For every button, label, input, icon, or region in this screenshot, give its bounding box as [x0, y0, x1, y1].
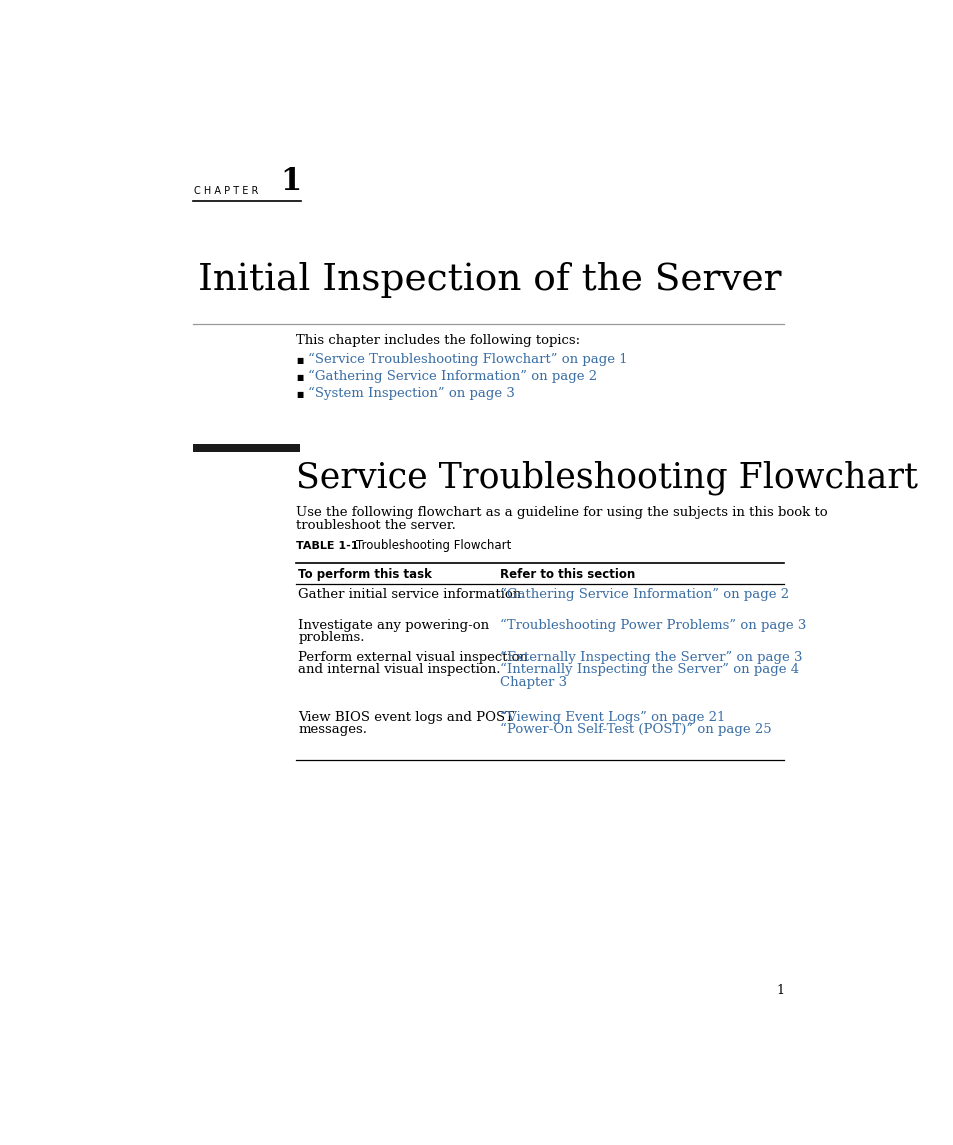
Text: Refer to this section: Refer to this section [499, 568, 635, 581]
Text: “System Inspection” on page 3: “System Inspection” on page 3 [308, 387, 515, 400]
Text: 1: 1 [776, 984, 783, 996]
Text: troubleshoot the server.: troubleshoot the server. [295, 519, 456, 531]
Text: View BIOS event logs and POST: View BIOS event logs and POST [298, 711, 514, 724]
Text: This chapter includes the following topics:: This chapter includes the following topi… [295, 333, 579, 347]
Text: Service Troubleshooting Flowchart: Service Troubleshooting Flowchart [295, 460, 917, 496]
Text: “Service Troubleshooting Flowchart” on page 1: “Service Troubleshooting Flowchart” on p… [308, 353, 627, 366]
Text: TABLE 1-1: TABLE 1-1 [295, 542, 358, 552]
Text: Troubleshooting Flowchart: Troubleshooting Flowchart [355, 539, 511, 552]
Text: and internal visual inspection.: and internal visual inspection. [298, 663, 500, 677]
Text: ■: ■ [295, 390, 303, 398]
Text: “Internally Inspecting the Server” on page 4: “Internally Inspecting the Server” on pa… [499, 663, 798, 677]
Text: Investigate any powering-on: Investigate any powering-on [298, 618, 489, 632]
Text: problems.: problems. [298, 631, 364, 643]
Text: Perform external visual inspection: Perform external visual inspection [298, 652, 528, 664]
Text: “Externally Inspecting the Server” on page 3: “Externally Inspecting the Server” on pa… [499, 650, 801, 664]
Text: Initial Inspection of the Server: Initial Inspection of the Server [197, 262, 781, 298]
Text: “Troubleshooting Power Problems” on page 3: “Troubleshooting Power Problems” on page… [499, 618, 805, 632]
Text: C H A P T E R: C H A P T E R [194, 187, 258, 197]
Text: ■: ■ [295, 373, 303, 382]
Text: Chapter 3: Chapter 3 [499, 676, 566, 688]
Text: 1: 1 [280, 166, 301, 197]
Text: To perform this task: To perform this task [298, 568, 432, 581]
Bar [193, 444, 299, 451]
Text: “Gathering Service Information” on page 2: “Gathering Service Information” on page … [499, 587, 788, 601]
Text: ■: ■ [295, 356, 303, 365]
Text: “Gathering Service Information” on page 2: “Gathering Service Information” on page … [308, 370, 597, 382]
Text: Gather initial service information.: Gather initial service information. [298, 587, 525, 601]
Text: Use the following flowchart as a guideline for using the subjects in this book t: Use the following flowchart as a guideli… [295, 506, 826, 519]
Text: “Power-On Self-Test (POST)” on page 25: “Power-On Self-Test (POST)” on page 25 [499, 724, 771, 736]
Text: “Viewing Event Logs” on page 21: “Viewing Event Logs” on page 21 [499, 711, 724, 724]
Text: messages.: messages. [298, 724, 367, 736]
